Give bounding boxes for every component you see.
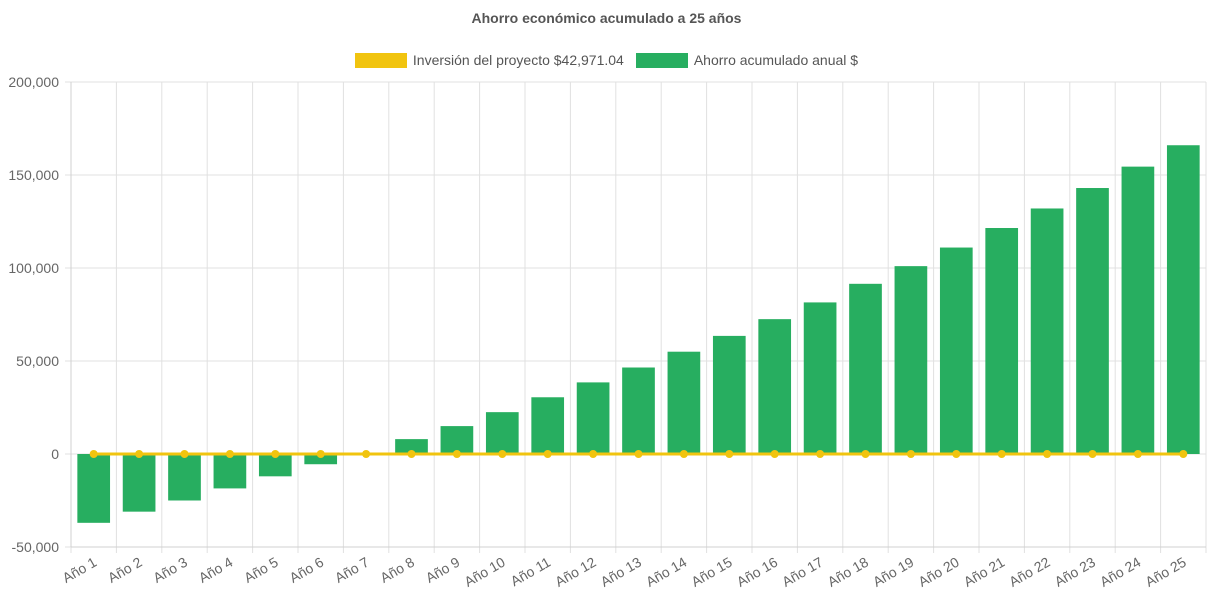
y-tick-label: 50,000 <box>16 353 59 369</box>
x-tick-label: Año 16 <box>734 554 781 590</box>
x-tick-label: Año 13 <box>598 554 645 590</box>
bar-3 <box>168 454 201 501</box>
bar-20 <box>939 247 973 454</box>
x-tick-label: Año 17 <box>779 554 826 590</box>
x-tick-label: Año 3 <box>150 554 190 586</box>
bar-13 <box>622 367 655 454</box>
x-tick-label: Año 2 <box>105 554 145 586</box>
x-tick-label: Año 19 <box>870 554 917 590</box>
bar-6 <box>304 454 338 465</box>
x-tick-label: Año 9 <box>423 554 463 586</box>
bar-25 <box>1166 145 1200 455</box>
investment-point-5 <box>271 450 280 458</box>
bar-15 <box>712 335 746 454</box>
investment-point-12 <box>589 450 598 458</box>
investment-point-9 <box>452 450 461 458</box>
x-tick-label: Año 21 <box>961 554 1008 590</box>
investment-point-15 <box>725 450 734 458</box>
investment-point-14 <box>679 450 688 458</box>
investment-point-18 <box>861 450 870 458</box>
x-tick-label: Año 14 <box>643 554 690 590</box>
investment-point-20 <box>952 450 961 458</box>
investment-point-2 <box>135 450 144 458</box>
x-tick-label: Año 20 <box>915 554 962 590</box>
x-tick-label: Año 1 <box>60 554 100 586</box>
bar-11 <box>531 397 565 454</box>
x-tick-label: Año 24 <box>1097 554 1144 590</box>
bar-4 <box>213 454 247 489</box>
legend-item-savings[interactable]: Ahorro acumulado anual $ <box>635 52 859 68</box>
bar-19 <box>894 266 928 454</box>
bar-12 <box>576 382 610 454</box>
x-tick-label: Año 25 <box>1142 554 1189 590</box>
investment-point-1 <box>89 450 98 458</box>
investment-point-16 <box>770 450 779 458</box>
investment-point-19 <box>906 450 915 458</box>
investment-point-25 <box>1179 450 1188 458</box>
x-tick-label: Año 7 <box>332 554 372 586</box>
investment-point-8 <box>407 450 416 458</box>
x-tick-label: Año 23 <box>1052 554 1099 590</box>
chart-title: Ahorro económico acumulado a 25 años <box>471 10 742 26</box>
bar-1 <box>77 454 111 523</box>
chart-legend: Inversión del proyecto $42,971.04 Ahorro… <box>0 52 1213 68</box>
bar-16 <box>758 319 792 454</box>
bar-21 <box>985 228 1019 454</box>
investment-point-10 <box>498 450 507 458</box>
bar-23 <box>1076 188 1109 454</box>
investment-point-22 <box>1043 450 1052 458</box>
y-tick-label: -50,000 <box>12 539 60 555</box>
legend-item-investment[interactable]: Inversión del proyecto $42,971.04 <box>354 52 624 68</box>
x-tick-label: Año 12 <box>552 554 599 590</box>
investment-point-23 <box>1088 450 1097 458</box>
investment-point-13 <box>634 450 643 458</box>
x-tick-label: Año 11 <box>508 554 554 590</box>
legend-label-savings: Ahorro acumulado anual $ <box>693 52 859 68</box>
x-tick-label: Año 15 <box>688 554 735 590</box>
investment-point-3 <box>180 450 189 458</box>
x-tick-label: Año 8 <box>377 554 417 586</box>
x-tick-label: Año 18 <box>825 554 872 590</box>
x-tick-label: Año 10 <box>461 554 508 590</box>
investment-point-7 <box>362 450 371 458</box>
investment-point-11 <box>543 450 552 458</box>
y-tick-label: 150,000 <box>8 167 59 183</box>
y-tick-label: 100,000 <box>8 260 59 276</box>
bar-8 <box>395 439 428 454</box>
investment-point-24 <box>1133 450 1142 458</box>
investment-point-21 <box>997 450 1006 458</box>
investment-point-17 <box>816 450 825 458</box>
bar-5 <box>258 454 292 477</box>
bar-24 <box>1121 166 1155 454</box>
y-tick-label: 0 <box>51 446 59 462</box>
investment-point-4 <box>225 450 234 458</box>
bar-9 <box>440 426 474 454</box>
x-tick-label: Año 5 <box>241 554 281 586</box>
legend-swatch-investment <box>354 52 407 68</box>
bar-18 <box>849 283 882 454</box>
bar-2 <box>122 454 156 512</box>
legend-swatch-savings <box>635 52 688 68</box>
x-tick-label: Año 6 <box>287 554 327 586</box>
bar-22 <box>1030 208 1064 454</box>
x-tick-label: Año 22 <box>1006 554 1053 590</box>
bar-14 <box>667 351 701 454</box>
bar-10 <box>485 412 519 454</box>
y-tick-label: 200,000 <box>8 74 59 90</box>
x-tick-label: Año 4 <box>196 554 236 586</box>
investment-point-6 <box>316 450 325 458</box>
bar-17 <box>803 302 837 454</box>
legend-label-investment: Inversión del proyecto $42,971.04 <box>412 52 624 68</box>
